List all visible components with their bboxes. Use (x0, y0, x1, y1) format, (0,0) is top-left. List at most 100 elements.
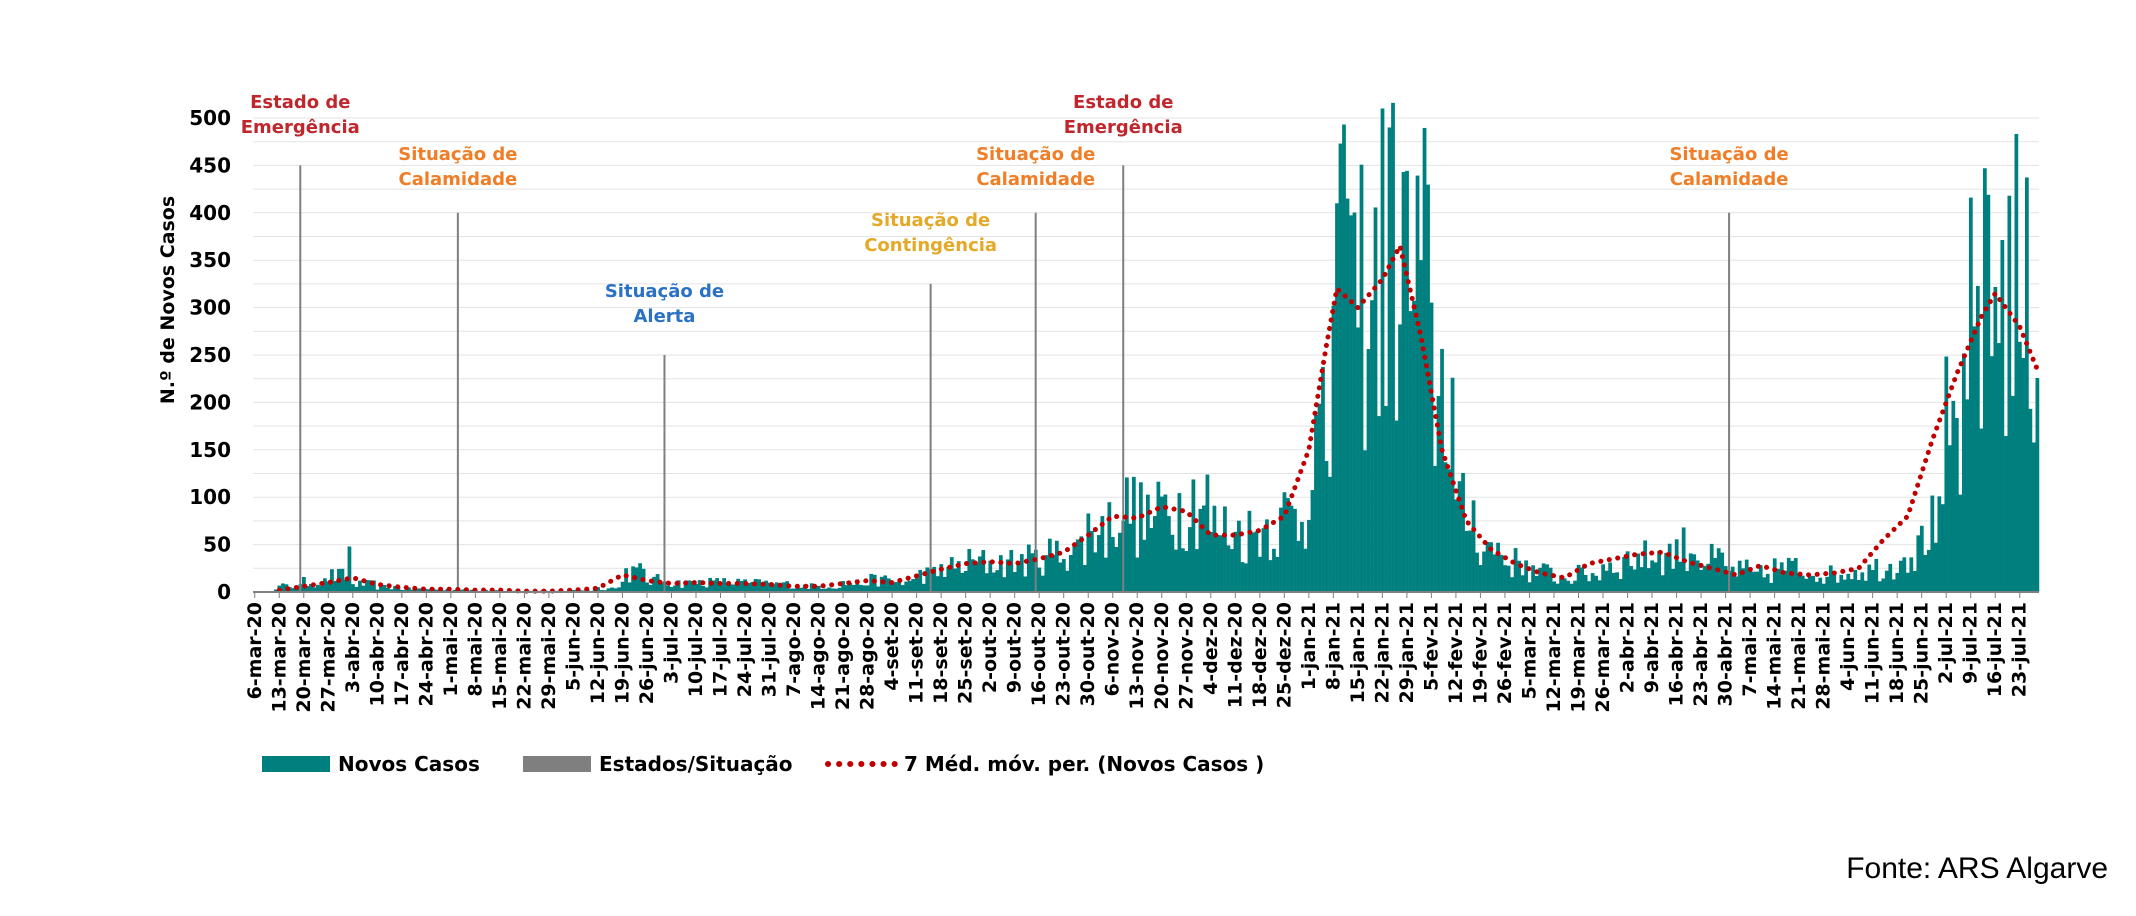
bars (263, 102, 2040, 593)
bar-novos-casos (379, 584, 383, 592)
bar-novos-casos (1219, 535, 1224, 592)
bar-novos-casos (816, 585, 821, 592)
bar-novos-casos (998, 555, 1003, 592)
x-tick-label: 2-abr-21 (1617, 602, 1639, 693)
bar-novos-casos (1776, 568, 1781, 592)
x-tick-label: 21-mai-21 (1788, 602, 1810, 710)
bar-novos-casos (1366, 349, 1371, 592)
bar-novos-casos (1748, 568, 1753, 592)
bar-novos-casos (361, 585, 366, 592)
bar-novos-casos (1604, 570, 1609, 592)
bar-novos-casos (1863, 580, 1868, 592)
bar-novos-casos (855, 579, 860, 592)
bar-novos-casos (704, 587, 709, 592)
bar-novos-casos (1482, 551, 1486, 592)
bar-novos-casos (1419, 260, 1423, 592)
bar-novos-casos (1247, 510, 1252, 592)
bar-novos-casos (1706, 563, 1711, 592)
bar-novos-casos (1954, 418, 1959, 592)
x-tick-label: 16-out-20 (1028, 602, 1050, 706)
x-tick-label: 10-jul-20 (685, 602, 707, 697)
bar-novos-casos (1377, 416, 1381, 592)
x-tick-label: 9-abr-21 (1641, 602, 1663, 693)
bar-novos-casos (1678, 561, 1683, 592)
bar-novos-casos (1867, 564, 1872, 592)
bar-novos-casos (1202, 505, 1206, 592)
bar-novos-casos (1363, 450, 1367, 592)
bar-novos-casos (1951, 400, 1956, 592)
x-tick-label: 1-mai-20 (440, 602, 462, 697)
bar-novos-casos (428, 589, 432, 592)
bar-novos-casos (977, 556, 982, 592)
bar-novos-casos (1580, 567, 1584, 592)
bar-novos-casos (1002, 577, 1007, 592)
bar-novos-casos (333, 581, 338, 592)
bar-novos-casos (799, 587, 804, 592)
bar-novos-casos (960, 572, 965, 592)
bar-novos-casos (701, 585, 706, 592)
bar-novos-casos (795, 587, 800, 592)
bar-novos-casos (1489, 542, 1493, 592)
x-tick-label: 3-jul-20 (660, 602, 682, 684)
bar-novos-casos (1492, 554, 1497, 592)
x-tick-label: 24-jul-20 (734, 602, 756, 697)
bar-novos-casos (470, 589, 474, 592)
bar-novos-casos (1888, 563, 1893, 592)
x-tick-label: 18-jun-21 (1886, 602, 1908, 704)
bar-novos-casos (1702, 565, 1707, 592)
bar-novos-casos (1835, 582, 1840, 592)
bar-novos-casos (435, 589, 439, 592)
bar-novos-casos (1251, 532, 1255, 592)
bar-novos-casos (757, 579, 762, 592)
bar-novos-casos (1814, 581, 1819, 592)
bar-novos-casos (1345, 198, 1350, 592)
bar-novos-casos (869, 573, 874, 592)
bar-novos-casos (1209, 531, 1213, 592)
bar-novos-casos (1223, 506, 1227, 592)
bar-novos-casos (1293, 508, 1297, 592)
bar-novos-casos (851, 584, 856, 592)
bar-novos-casos (1905, 572, 1910, 592)
x-tick-label: 22-mai-20 (513, 602, 535, 710)
bar-novos-casos (1695, 560, 1700, 592)
bar-novos-casos (627, 582, 632, 592)
x-tick-label: 25-set-20 (955, 602, 977, 704)
bar-novos-casos (771, 584, 776, 592)
x-tick-label: 18-dez-20 (1249, 602, 1271, 708)
bar-novos-casos (1047, 538, 1052, 592)
bar-novos-casos (837, 587, 842, 592)
status-marker-label: Situação de (605, 281, 724, 302)
bar-novos-casos (1996, 343, 2001, 592)
bar-novos-casos (876, 586, 881, 592)
bar-novos-casos (858, 584, 863, 592)
bar-novos-casos (1188, 527, 1192, 592)
bar-novos-casos (281, 583, 285, 592)
bar-novos-casos (1751, 571, 1756, 592)
bar-novos-casos (1611, 572, 1616, 592)
x-tick-label: 23-abr-21 (1690, 602, 1712, 706)
bar-novos-casos (1755, 571, 1760, 592)
x-tick-label: 25-dez-20 (1273, 602, 1295, 708)
bar-novos-casos (890, 583, 895, 592)
bar-novos-casos (1870, 569, 1875, 592)
bar-novos-casos (1828, 565, 1833, 592)
bar-novos-casos (1331, 305, 1336, 592)
bar-novos-casos (1405, 170, 1409, 592)
bar-novos-casos (1930, 495, 1935, 592)
bar-novos-casos (1324, 460, 1329, 592)
y-tick-label: 500 (189, 106, 231, 130)
status-marker-label: Calamidade (1670, 169, 1789, 190)
bar-novos-casos (344, 579, 348, 592)
bar-novos-casos (1040, 575, 1045, 592)
bar-novos-casos (1156, 481, 1161, 592)
bar-novos-casos (1667, 543, 1672, 592)
bar-novos-casos (746, 583, 751, 592)
bar-novos-casos (1989, 356, 1994, 592)
bar-novos-casos (1089, 530, 1094, 592)
bar-novos-casos (620, 581, 625, 592)
bar-novos-casos (1541, 563, 1546, 592)
bar-novos-casos (1380, 108, 1385, 593)
bar-novos-casos (1005, 559, 1010, 592)
bar-novos-casos (694, 584, 698, 592)
bar-novos-casos (1972, 326, 1977, 592)
